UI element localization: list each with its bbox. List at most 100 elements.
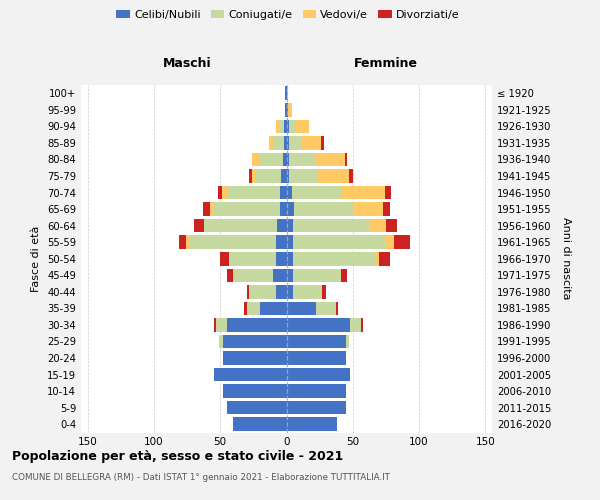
Bar	[293, 252, 376, 266]
Bar	[276, 252, 287, 266]
Bar	[292, 186, 342, 200]
Bar	[287, 236, 293, 249]
Text: Femmine: Femmine	[354, 57, 418, 70]
Bar	[283, 152, 287, 166]
Bar	[345, 152, 347, 166]
Bar	[252, 152, 259, 166]
Bar	[280, 186, 287, 200]
Bar	[214, 368, 287, 382]
Bar	[280, 202, 287, 216]
Bar	[287, 252, 293, 266]
Bar	[321, 136, 323, 149]
Bar	[186, 236, 190, 249]
Bar	[322, 285, 326, 298]
Bar	[287, 169, 289, 183]
Bar	[287, 401, 346, 414]
Bar	[250, 285, 276, 298]
Bar	[287, 285, 293, 298]
Bar	[287, 418, 337, 431]
Bar	[227, 318, 287, 332]
Bar	[190, 236, 276, 249]
Bar	[350, 318, 361, 332]
Bar	[273, 136, 284, 149]
Bar	[227, 186, 280, 200]
Bar	[287, 86, 288, 100]
Bar	[247, 285, 250, 298]
Bar	[386, 236, 394, 249]
Bar	[293, 268, 341, 282]
Bar	[319, 169, 349, 183]
Bar	[287, 302, 316, 315]
Bar	[223, 352, 287, 365]
Bar	[229, 252, 276, 266]
Bar	[296, 120, 309, 133]
Bar	[285, 86, 287, 100]
Bar	[287, 219, 293, 232]
Bar	[289, 152, 316, 166]
Legend: Celibi/Nubili, Coniugati/e, Vedovi/e, Divorziati/e: Celibi/Nubili, Coniugati/e, Vedovi/e, Di…	[112, 6, 464, 25]
Bar	[223, 334, 287, 348]
Bar	[276, 120, 278, 133]
Bar	[341, 268, 347, 282]
Bar	[254, 169, 281, 183]
Bar	[269, 136, 273, 149]
Bar	[278, 120, 284, 133]
Bar	[284, 120, 287, 133]
Text: COMUNE DI BELLEGRA (RM) - Dati ISTAT 1° gennaio 2021 - Elaborazione TUTTITALIA.I: COMUNE DI BELLEGRA (RM) - Dati ISTAT 1° …	[12, 472, 390, 482]
Bar	[287, 186, 292, 200]
Bar	[214, 318, 216, 332]
Bar	[284, 136, 287, 149]
Bar	[289, 169, 319, 183]
Bar	[203, 202, 209, 216]
Bar	[349, 169, 353, 183]
Bar	[289, 136, 302, 149]
Bar	[386, 219, 397, 232]
Bar	[273, 268, 287, 282]
Bar	[276, 285, 287, 298]
Bar	[288, 103, 292, 117]
Bar	[335, 302, 338, 315]
Bar	[218, 186, 221, 200]
Bar	[289, 120, 296, 133]
Bar	[287, 368, 350, 382]
Bar	[287, 384, 346, 398]
Y-axis label: Anni di nascita: Anni di nascita	[561, 218, 571, 300]
Bar	[346, 334, 349, 348]
Bar	[287, 334, 346, 348]
Bar	[361, 318, 364, 332]
Bar	[227, 401, 287, 414]
Bar	[383, 202, 390, 216]
Bar	[276, 236, 287, 249]
Bar	[394, 236, 410, 249]
Bar	[287, 103, 288, 117]
Bar	[227, 268, 233, 282]
Bar	[259, 152, 283, 166]
Bar	[354, 202, 383, 216]
Bar	[342, 186, 385, 200]
Bar	[287, 352, 346, 365]
Bar	[179, 236, 186, 249]
Bar	[287, 318, 350, 332]
Bar	[247, 302, 260, 315]
Text: Popolazione per età, sesso e stato civile - 2021: Popolazione per età, sesso e stato civil…	[12, 450, 343, 463]
Bar	[379, 252, 390, 266]
Bar	[287, 152, 289, 166]
Bar	[316, 152, 345, 166]
Bar	[287, 202, 295, 216]
Bar	[244, 302, 247, 315]
Bar	[376, 252, 379, 266]
Bar	[223, 384, 287, 398]
Bar	[316, 302, 335, 315]
Bar	[287, 136, 289, 149]
Bar	[370, 219, 386, 232]
Bar	[295, 202, 354, 216]
Bar	[293, 219, 370, 232]
Bar	[252, 169, 254, 183]
Bar	[287, 268, 293, 282]
Bar	[287, 120, 289, 133]
Bar	[233, 418, 287, 431]
Bar	[302, 136, 321, 149]
Bar	[214, 202, 280, 216]
Bar	[281, 169, 287, 183]
Bar	[220, 252, 229, 266]
